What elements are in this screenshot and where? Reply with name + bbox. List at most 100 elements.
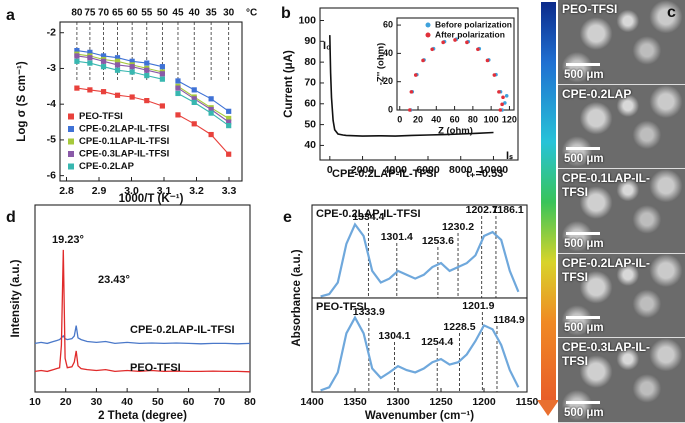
point	[497, 90, 501, 94]
legend-label: CPE-0.2LAP	[79, 161, 135, 172]
point	[129, 69, 135, 75]
point	[476, 47, 480, 52]
scale-bar	[566, 316, 600, 320]
x2-tick-label: 50	[157, 8, 169, 19]
y-axis-label: Log σ (S cm⁻¹)	[16, 61, 28, 142]
plot-frame	[34, 204, 251, 393]
x-tick-label: 1200	[472, 396, 496, 408]
x-tick-label: 10	[29, 396, 41, 408]
point	[485, 58, 490, 63]
peak-label: 1334.4	[352, 211, 384, 223]
x2-tick-label: 40	[189, 8, 201, 19]
point	[226, 108, 232, 114]
x-axis-label: Wavenumber (cm⁻¹)	[365, 410, 474, 422]
series-label: CPE-0.2LAP-IL-TFSI	[316, 208, 421, 220]
point	[114, 92, 121, 98]
peak-label: 1333.9	[353, 306, 385, 318]
point	[208, 131, 214, 138]
legend-label: CPE-0.2LAP-IL-TFSI	[79, 124, 169, 135]
y-axis-label: Absorbance (a.u.)	[291, 249, 303, 346]
scale-bar	[566, 400, 600, 404]
image-label: PEO-TFSI	[562, 2, 618, 16]
y-tick-label: -2	[47, 27, 56, 39]
x-tick-label: 20	[413, 114, 423, 124]
image-label: CPE-0.2LAP	[562, 86, 632, 101]
y-tick-label: 80	[304, 56, 316, 68]
x-tick-label: 80	[468, 114, 478, 124]
scale-label: 500 μm	[564, 68, 604, 81]
point	[159, 103, 165, 109]
series-line	[34, 249, 251, 373]
point	[226, 123, 232, 129]
panel-letter: e	[283, 209, 292, 226]
series-label: PEO-TFSI	[130, 362, 181, 374]
point	[175, 90, 181, 97]
point	[159, 64, 165, 70]
point	[87, 55, 93, 61]
x-tick-label: 2000	[351, 164, 375, 176]
panel-letter: a	[6, 7, 15, 24]
point	[191, 96, 197, 102]
x-tick-label: 0	[327, 164, 333, 176]
x-tick-label: 70	[213, 396, 225, 408]
point	[100, 58, 107, 64]
point	[409, 90, 414, 94]
point	[175, 78, 181, 84]
peak-label: 1304.1	[378, 330, 410, 342]
point	[421, 58, 425, 63]
legend-marker	[425, 22, 431, 28]
point	[159, 71, 165, 77]
point	[114, 67, 121, 73]
peak-label: 1186.1	[492, 204, 524, 216]
x-tick-label: 20	[60, 396, 72, 408]
point	[74, 53, 80, 59]
image-label: CPE-0.2LAP-IL-TFSI	[562, 255, 651, 284]
point	[175, 112, 181, 118]
point	[498, 108, 503, 112]
x-tick-label: 50	[152, 396, 164, 408]
color-bar-arrow	[537, 400, 559, 416]
point	[74, 58, 80, 64]
annotation: CPE-0.2LAP-IL-TFSI	[332, 168, 437, 180]
x-tick-label: 2.8	[59, 185, 74, 197]
peak-label: 1228.5	[443, 321, 475, 333]
x2-tick-label: 45	[172, 8, 184, 19]
point	[441, 40, 445, 45]
point	[208, 110, 214, 116]
x2-tick-label: 55	[141, 8, 153, 19]
scale-label: 500 μm	[564, 153, 604, 166]
x-tick-label: 3.1	[157, 185, 172, 197]
x-tick-label: 8000	[449, 164, 473, 176]
point	[500, 102, 504, 107]
y-tick-label: -3	[47, 62, 56, 74]
y-tick-label: 70	[304, 77, 316, 89]
legend-label: CPE-0.3LAP-IL-TFSI	[79, 149, 169, 160]
x-tick-label: 1400	[300, 396, 324, 408]
point	[87, 49, 93, 55]
legend-marker	[68, 163, 74, 170]
x2-tick-label: 35	[206, 8, 218, 19]
point	[129, 64, 135, 70]
point	[208, 96, 214, 102]
x-tick-label: 6000	[416, 164, 440, 176]
x-axis-label: 2 Theta (degree)	[98, 410, 187, 422]
image-label: CPE-0.3LAP-IL-TFSI	[562, 340, 651, 369]
point	[191, 121, 197, 127]
x2-tick-label: 65	[112, 8, 124, 19]
x2-tick-label: 30	[223, 8, 235, 19]
point	[114, 55, 121, 61]
peak-label: 1301.4	[381, 231, 413, 243]
point	[504, 94, 509, 98]
x-tick-label: 3.3	[222, 185, 237, 197]
y-tick-label: 20	[383, 76, 393, 86]
legend-marker	[68, 151, 74, 157]
peak-label: 1184.9	[493, 314, 525, 326]
peak-label: 1230.2	[442, 221, 474, 233]
x2-tick-label: 80	[71, 8, 83, 19]
point	[87, 60, 93, 66]
point	[74, 47, 80, 54]
legend-label: CPE-0.1LAP-IL-TFSI	[79, 136, 169, 147]
scale-bar	[566, 62, 600, 66]
point	[144, 60, 150, 66]
